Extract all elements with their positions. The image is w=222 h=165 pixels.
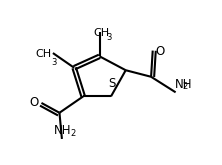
Text: S: S — [108, 77, 115, 90]
Text: NH: NH — [54, 124, 71, 137]
Text: CH: CH — [35, 49, 51, 59]
Text: O: O — [156, 45, 165, 58]
Text: CH: CH — [93, 28, 109, 38]
Text: 3: 3 — [107, 33, 112, 42]
Text: O: O — [29, 96, 39, 109]
Text: NH: NH — [175, 78, 192, 91]
Text: 2: 2 — [70, 129, 76, 138]
Text: 3: 3 — [51, 58, 56, 67]
Text: 2: 2 — [182, 82, 188, 91]
